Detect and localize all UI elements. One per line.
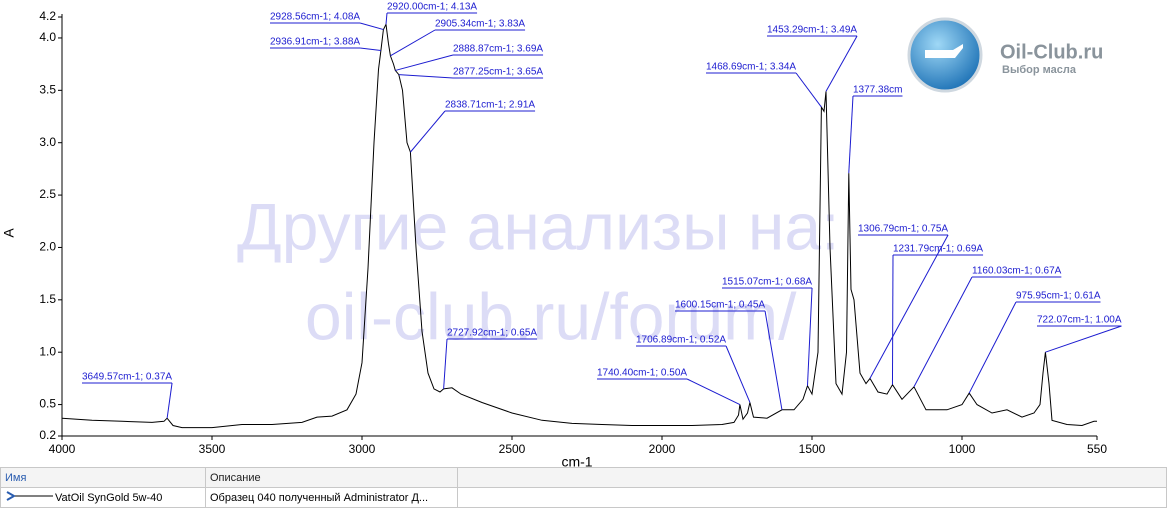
spectrum-line <box>61 22 1097 429</box>
y-tick-label: 1.5 <box>39 292 56 306</box>
logo-title: Oil-Club.ru <box>1000 41 1103 63</box>
logo-subtitle: Выбор масла <box>1002 64 1077 76</box>
annotation-leader <box>390 29 436 57</box>
y-tick-label: 0.5 <box>39 397 56 411</box>
annotation-leader <box>395 54 454 71</box>
annotation-label: 2838.71cm-1; 2.91A <box>445 100 535 111</box>
annotation-label: 2877.25cm-1; 3.65A <box>453 67 543 78</box>
annotation-leader <box>806 287 813 386</box>
annotation-leader <box>385 12 388 25</box>
annotation-label: 1468.69cm-1; 3.34A <box>706 62 796 73</box>
annotation-label: 1706.89cm-1; 0.52A <box>636 335 726 346</box>
y-tick-label: 2.5 <box>39 187 56 201</box>
y-tick-label: 4.0 <box>39 30 56 44</box>
series-name: VatOil SynGold 5w-40 <box>55 492 163 504</box>
annotation-label: 1453.29cm-1; 3.49A <box>767 25 857 36</box>
y-axis-label: A <box>1 228 17 238</box>
x-tick-label: 1500 <box>799 442 826 456</box>
y-tick-label: 1.0 <box>39 344 56 358</box>
x-axis-label: cm-1 <box>561 454 592 467</box>
y-tick-label: 3.5 <box>39 82 56 96</box>
annotation-label: 2928.56cm-1; 4.08A <box>270 12 360 23</box>
y-tick-label: 2.0 <box>39 240 56 254</box>
annotation-leader <box>891 254 894 385</box>
annotation-label: 3649.57cm-1; 0.37A <box>82 372 172 383</box>
annotation-label: 2920.00cm-1; 4.13A <box>387 2 477 13</box>
annotation-leader <box>725 345 751 403</box>
watermark: Другие анализы на: <box>237 189 839 263</box>
annotation-leader <box>764 310 783 410</box>
x-tick-label: 3000 <box>349 442 376 456</box>
chart: Другие анализы на: oil-club.ru/forum/ Oi… <box>1 2 1122 467</box>
annotation-label: 1377.38cm <box>853 85 902 96</box>
annotation-leader <box>443 338 448 389</box>
header-name[interactable]: Имя <box>0 467 206 488</box>
annotation-leader <box>360 47 381 52</box>
logo-can <box>925 44 963 58</box>
annotation-label: 2727.92cm-1; 0.65A <box>447 328 537 339</box>
annotation-leader <box>410 110 446 153</box>
annotation-label: 975.95cm-1; 0.61A <box>1016 291 1101 302</box>
annotation-leader <box>848 95 854 174</box>
y-tick-label: 4.2 <box>39 9 56 23</box>
watermark: oil-club.ru/forum/ <box>305 279 797 353</box>
annotation-label: 1600.15cm-1; 0.45A <box>675 300 765 311</box>
annotation-leader <box>166 382 173 419</box>
y-tick-label: 3.0 <box>39 135 56 149</box>
annotation-label: 722.07cm-1; 1.00A <box>1037 315 1122 326</box>
annotation-leader <box>795 72 822 108</box>
x-tick-label: 1000 <box>949 442 976 456</box>
x-tick-label: 550 <box>1087 442 1107 456</box>
header-blank <box>457 467 1167 488</box>
annotation-leader <box>869 234 949 379</box>
annotation-label: 2936.91cm-1; 3.88A <box>270 37 360 48</box>
row-name[interactable]: VatOil SynGold 5w-40 <box>0 487 206 508</box>
annotation-leader <box>913 276 973 388</box>
annotation-leader <box>686 378 741 406</box>
annotation-label: 1160.03cm-1; 0.67A <box>972 266 1062 277</box>
row-desc: Образец 040 полученный Administrator Д..… <box>205 487 458 508</box>
annotation-leader <box>398 74 454 79</box>
annotation-label: 1515.07cm-1; 0.68A <box>722 277 812 288</box>
annotation-label: 1740.40cm-1; 0.50A <box>597 368 687 379</box>
header-desc[interactable]: Описание <box>205 467 458 488</box>
y-tick-label: 0.2 <box>39 428 56 442</box>
x-tick-label: 3500 <box>199 442 226 456</box>
x-tick-label: 2500 <box>499 442 526 456</box>
row-blank <box>457 487 1167 508</box>
annotation-label: 2905.34cm-1; 3.83A <box>435 19 525 30</box>
annotation-leader <box>825 35 858 92</box>
x-tick-label: 4000 <box>49 442 76 456</box>
annotation-label: 1231.79cm-1; 0.69A <box>893 244 983 255</box>
annotation-label: 2888.87cm-1; 3.69A <box>453 44 543 55</box>
annotation-label: 1306.79cm-1; 0.75A <box>858 224 948 235</box>
annotation-leader <box>359 22 384 31</box>
annotation-leader <box>968 301 1017 394</box>
legend-table: Имя Описание VatOil SynGold 5w-40 Образец … <box>0 467 1167 508</box>
annotation-leader <box>1045 325 1122 353</box>
x-tick-label: 2000 <box>649 442 676 456</box>
series-swatch <box>6 491 53 501</box>
